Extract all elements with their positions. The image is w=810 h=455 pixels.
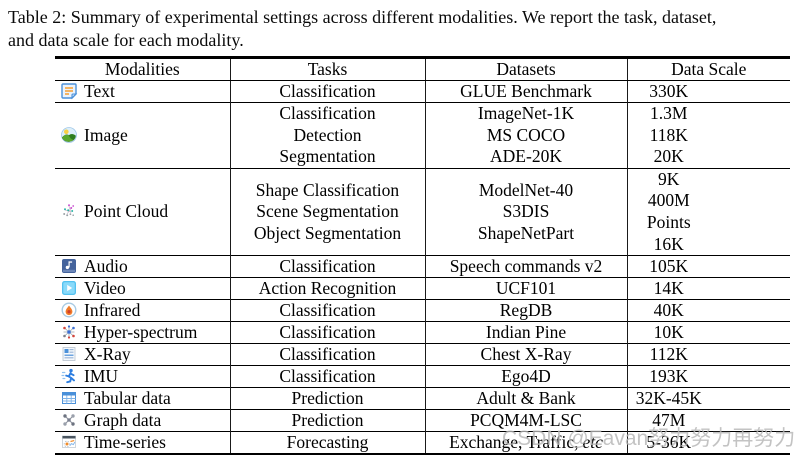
- dataset: PCQM4M-LSC: [470, 410, 582, 431]
- modality-label: Time-series: [84, 432, 166, 453]
- table-row-graph: Graph data Prediction PCQM4M-LSC 47M: [55, 409, 790, 432]
- header-datasets: Datasets: [424, 57, 627, 81]
- data-scale: 16K: [653, 233, 684, 254]
- table-row-image: Image Classification Detection Segmentat…: [55, 102, 790, 169]
- data-scale: 400M Points: [646, 190, 691, 232]
- dataset: ADE-20K: [490, 146, 562, 167]
- modality-label: Graph data: [84, 410, 162, 431]
- task: Shape Classification: [255, 179, 400, 200]
- dataset: ModelNet-40: [478, 179, 574, 200]
- data-scale: 112K: [649, 344, 688, 365]
- task: Classification: [279, 322, 376, 343]
- data-scale: 40K: [653, 300, 684, 321]
- data-scale: 20K: [653, 146, 684, 167]
- task: Classification: [279, 366, 376, 387]
- table-caption: Table 2: Summary of experimental setting…: [8, 6, 806, 52]
- dataset: Indian Pine: [485, 322, 567, 343]
- table-row-audio: Audio Classification Speech commands v2 …: [55, 255, 790, 278]
- data-scale: 10K: [653, 322, 684, 343]
- data-scale: 193K: [649, 366, 689, 387]
- task: Detection: [293, 124, 362, 145]
- dataset: S3DIS: [502, 201, 550, 222]
- task: Forecasting: [286, 432, 369, 453]
- dataset: Exchange, Traffic, etc: [426, 432, 627, 453]
- dataset: GLUE Benchmark: [460, 81, 592, 101]
- dataset: RegDB: [499, 300, 553, 321]
- data-scale: 105K: [649, 256, 689, 277]
- data-scale: 330K: [649, 81, 689, 101]
- dataset-etc: etc: [582, 432, 603, 453]
- task: Classification: [279, 344, 376, 365]
- data-scale: 118K: [649, 124, 688, 145]
- imu-icon: [60, 367, 78, 385]
- modality-label: Hyper-spectrum: [84, 322, 198, 343]
- task: Classification: [279, 103, 376, 123]
- data-scale: 5-36K: [646, 432, 692, 453]
- table-row-video: Video Action Recognition UCF101 14K: [55, 277, 790, 300]
- dataset: Adult & Bank: [476, 388, 576, 409]
- table-row-point-cloud: Point Cloud Shape Classification Scene S…: [55, 167, 790, 256]
- dataset: Speech commands v2: [449, 256, 603, 277]
- header-row: Modalities Tasks Datasets Data Scale: [55, 57, 790, 81]
- modality-label: Point Cloud: [84, 201, 169, 222]
- dataset-text: Exchange, Traffic,: [449, 432, 579, 453]
- table-row-xray: X-Ray Classification Chest X-Ray 112K: [55, 343, 790, 366]
- xray-icon: [60, 345, 78, 363]
- point-cloud-icon: [60, 202, 78, 220]
- dataset: MS COCO: [486, 124, 566, 145]
- data-scale: 47M: [652, 410, 686, 431]
- csdn-watermark: CSDN @Eavan努力努力再努力: [502, 427, 796, 450]
- graph-icon: [60, 411, 78, 429]
- table-row-time-series: Time-series Forecasting Exchange, Traffi…: [55, 431, 790, 455]
- modalities-table: Modalities Tasks Datasets Data Scale Tex…: [55, 56, 790, 455]
- image-icon: [60, 126, 78, 144]
- video-icon: [60, 279, 78, 297]
- modality-label: Infrared: [84, 300, 141, 321]
- task: Object Segmentation: [253, 222, 402, 243]
- table-row-text: Text Classification GLUE Benchmark 330K: [55, 80, 790, 103]
- caption-line-2: and data scale for each modality.: [8, 30, 244, 50]
- header-modalities: Modalities: [55, 57, 230, 81]
- time-series-icon: [60, 433, 78, 451]
- modality-label: Audio: [84, 256, 128, 277]
- audio-icon: [60, 257, 78, 275]
- table-row-imu: IMU Classification Ego4D 193K: [55, 365, 790, 388]
- dataset: ShapeNetPart: [477, 222, 575, 243]
- data-scale: 1.3M: [650, 103, 688, 123]
- data-scale: 9K: [658, 168, 680, 189]
- task: Classification: [279, 81, 376, 101]
- header-data-scale: Data Scale: [626, 57, 790, 81]
- task: Classification: [279, 256, 376, 277]
- modality-label: IMU: [84, 366, 119, 387]
- table-row-hyper-spectrum: Hyper-spectrum Classification Indian Pin…: [55, 321, 790, 344]
- task: Prediction: [291, 388, 364, 409]
- table-row-tabular: Tabular data Prediction Adult & Bank 32K…: [55, 387, 790, 410]
- modality-label: Video: [84, 278, 126, 299]
- table-row-infrared: Infrared Classification RegDB 40K: [55, 299, 790, 322]
- data-scale: 14K: [653, 278, 684, 299]
- task: Segmentation: [279, 146, 376, 167]
- dataset: Chest X-Ray: [480, 344, 572, 365]
- modality-label: X-Ray: [84, 344, 131, 365]
- modality-label: Tabular data: [84, 388, 171, 409]
- caption-line-1: Table 2: Summary of experimental setting…: [8, 7, 717, 27]
- header-tasks: Tasks: [229, 57, 425, 81]
- modality-label: Image: [84, 124, 128, 145]
- task: Prediction: [291, 410, 364, 431]
- dataset: ImageNet-1K: [477, 103, 575, 123]
- dataset: UCF101: [495, 278, 557, 299]
- infrared-icon: [60, 301, 78, 319]
- task: Scene Segmentation: [256, 201, 399, 222]
- dataset: Ego4D: [501, 366, 551, 387]
- tabular-icon: [60, 389, 78, 407]
- task: Action Recognition: [258, 278, 397, 299]
- hyper-spectrum-icon: [60, 323, 78, 341]
- modality-label: Text: [84, 81, 115, 101]
- task: Classification: [279, 300, 376, 321]
- data-scale: 32K-45K: [635, 388, 702, 409]
- text-icon: [60, 82, 78, 100]
